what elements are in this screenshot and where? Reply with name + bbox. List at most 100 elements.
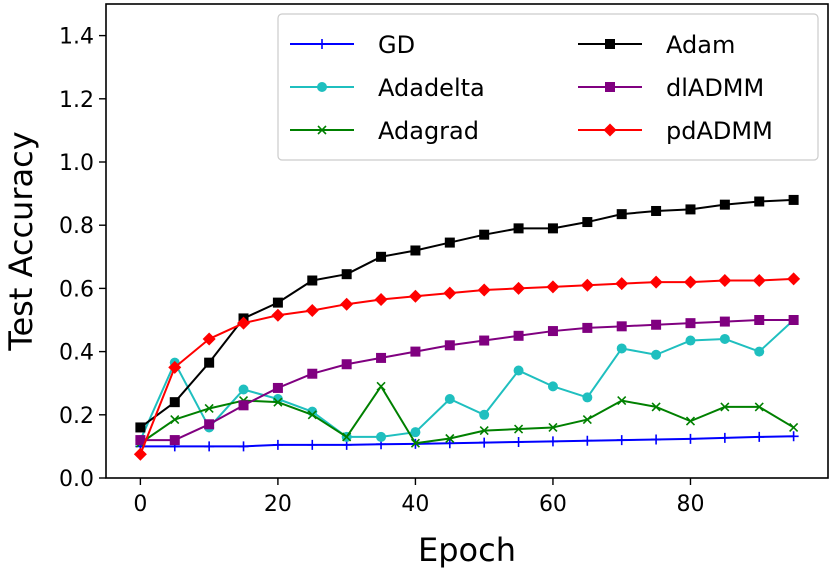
x-tick-label: 80 — [676, 492, 704, 517]
data-point-pdadmm — [580, 278, 594, 292]
y-tick-label: 0.4 — [59, 341, 94, 366]
data-point-adagrad — [582, 414, 592, 425]
legend-item-dladmm: dlADMM — [578, 74, 764, 102]
data-point-adam — [135, 422, 146, 433]
y-tick-label: 0.8 — [59, 214, 94, 239]
data-point-gd — [685, 433, 696, 444]
data-point-adagrad — [651, 402, 661, 412]
series-adagrad — [135, 381, 799, 448]
x-tick-label: 0 — [133, 492, 147, 517]
data-point-pdadmm — [615, 277, 629, 291]
data-point-pdadmm — [512, 281, 526, 295]
data-point-adagrad — [789, 422, 799, 433]
data-point-adadelta — [651, 349, 662, 360]
y-tick-label: 0.6 — [59, 277, 94, 302]
x-axis-label: Epoch — [418, 531, 516, 568]
legend-label: Adagrad — [378, 117, 479, 145]
data-point-dladmm — [204, 419, 215, 430]
data-point-pdadmm — [340, 297, 354, 311]
data-point-adam — [582, 217, 593, 228]
data-point-pdadmm — [202, 332, 216, 346]
data-point-adagrad — [445, 433, 455, 444]
series-pdadmm — [133, 272, 801, 461]
data-point-pdadmm — [133, 447, 147, 461]
data-point-adam — [719, 199, 730, 210]
series-adadelta — [135, 315, 799, 446]
data-point-pdadmm — [787, 272, 801, 286]
data-point-adadelta — [513, 365, 524, 376]
data-point-gd — [582, 435, 593, 446]
data-point-adam — [754, 196, 765, 207]
data-point-pdadmm — [374, 292, 388, 306]
data-point-pdadmm — [271, 308, 285, 322]
data-point-adadelta — [582, 392, 593, 403]
data-point-gd — [238, 441, 249, 452]
series-line-adagrad — [139, 385, 795, 445]
series-line-gd — [140, 435, 794, 448]
legend-label: GD — [378, 31, 415, 59]
data-point-adadelta — [479, 409, 490, 420]
plot-frame — [105, 3, 829, 479]
data-point-pdadmm — [477, 283, 491, 297]
data-point-adadelta — [685, 335, 696, 346]
data-point-adagrad — [307, 410, 317, 420]
data-point-adam — [307, 275, 318, 286]
data-point-dladmm — [719, 316, 730, 327]
data-point-dladmm — [341, 359, 352, 370]
legend-label: Adadelta — [378, 74, 485, 102]
legend-item-adagrad: Adagrad — [290, 117, 479, 145]
series-line-adam — [139, 198, 794, 429]
data-point-dladmm — [788, 315, 799, 325]
data-point-dladmm — [307, 368, 318, 379]
data-point-adam — [788, 194, 799, 205]
data-point-adam — [685, 204, 696, 215]
data-point-pdadmm — [443, 286, 457, 300]
data-point-adam — [479, 229, 490, 240]
data-point-gd — [547, 436, 558, 447]
data-point-dladmm — [616, 321, 627, 332]
data-point-pdadmm — [683, 275, 697, 289]
series-adam — [135, 194, 799, 433]
y-axis-label: Test Accuracy — [2, 131, 40, 351]
data-point-adam — [410, 245, 421, 256]
data-point-gd — [719, 432, 730, 443]
data-point-adam — [341, 269, 352, 280]
legend-label: pdADMM — [666, 117, 773, 145]
data-point-pdadmm — [305, 304, 319, 318]
y-tick-label: 0.0 — [59, 467, 94, 492]
data-point-adadelta — [376, 431, 387, 442]
data-point-adam — [444, 237, 455, 248]
data-point-adagrad — [273, 397, 283, 407]
data-point-adam — [547, 223, 558, 234]
legend-marker-pdadmm — [603, 123, 617, 137]
data-point-dladmm — [754, 315, 765, 325]
x-tick-label: 40 — [401, 492, 429, 517]
data-point-adadelta — [444, 394, 455, 404]
data-point-dladmm — [444, 340, 455, 351]
plot-lines — [133, 194, 801, 461]
data-point-adam — [204, 357, 215, 368]
data-point-pdadmm — [237, 316, 251, 330]
data-point-adam — [513, 223, 524, 234]
data-point-dladmm — [582, 322, 593, 333]
y-tick-label: 0.2 — [59, 404, 94, 429]
data-point-pdadmm — [168, 360, 182, 374]
legend-marker-dladmm — [605, 82, 615, 92]
data-point-adam — [376, 251, 387, 262]
data-point-adadelta — [547, 381, 558, 392]
data-point-adagrad — [170, 414, 180, 425]
legend-marker-adadelta — [317, 82, 327, 92]
data-point-gd — [307, 439, 318, 450]
x-tick-label: 60 — [539, 492, 567, 517]
data-point-adadelta — [238, 384, 249, 395]
legend: GD Adadelta Adagrad Adam dlADMM pdADMM — [277, 13, 819, 161]
legend-item-adam: Adam — [578, 31, 735, 59]
data-point-dladmm — [135, 435, 146, 446]
series-dladmm — [135, 315, 799, 446]
data-point-adagrad — [514, 424, 524, 434]
data-point-adadelta — [719, 333, 730, 344]
data-point-dladmm — [685, 318, 696, 329]
data-point-dladmm — [479, 335, 490, 346]
legend-item-pdadmm: pdADMM — [578, 117, 773, 145]
data-point-dladmm — [238, 400, 249, 411]
